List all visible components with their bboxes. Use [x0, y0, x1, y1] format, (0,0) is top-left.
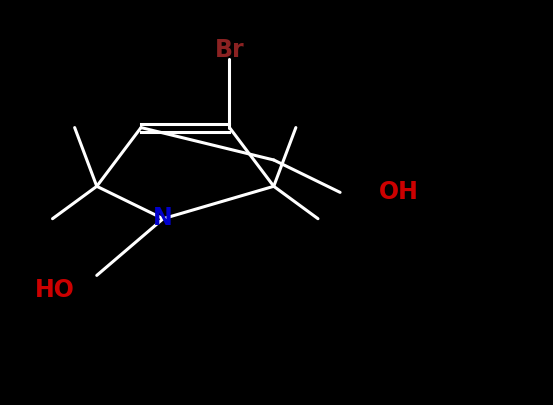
Text: HO: HO [35, 277, 75, 302]
Text: OH: OH [379, 180, 419, 205]
Text: N: N [153, 206, 173, 230]
Text: Br: Br [215, 38, 244, 62]
